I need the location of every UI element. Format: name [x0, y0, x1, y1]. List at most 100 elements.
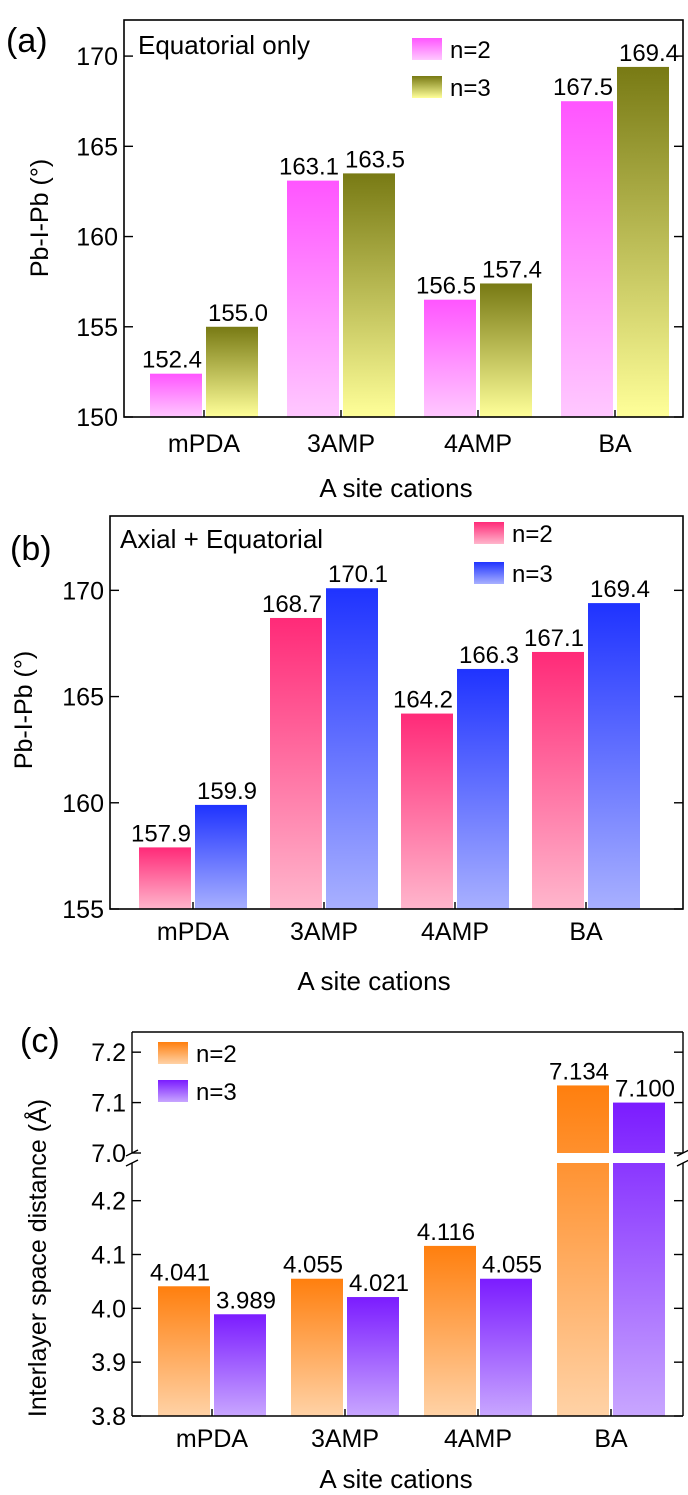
panel-c-bar-break-gap — [556, 1153, 610, 1163]
panel-b-bar-4amp-n2 — [401, 713, 453, 909]
panel-c-y-tick-label: 7.0 — [91, 1140, 126, 1168]
panel-c-x-tick-label: mPDA — [176, 1425, 249, 1453]
panel-a-legend-label-n3: n=3 — [450, 75, 491, 102]
panel-c-y-tick-label: 4.0 — [91, 1295, 126, 1323]
panel-b-y-tick-label: 160 — [62, 790, 104, 818]
panel-a-data-label: 169.4 — [619, 40, 679, 67]
panel-c-plot-frame — [125, 1031, 688, 1417]
panel-c-axis-break-mark — [125, 1159, 139, 1167]
panel-a-legend: n=2 n=3 — [412, 37, 491, 102]
panel-a-x-tick-label: 3AMP — [307, 430, 375, 458]
panel-b-x-tick-label: 4AMP — [421, 918, 489, 946]
panel-a-data-label: 163.1 — [279, 154, 339, 181]
panel-a-bar-ba-n2 — [561, 101, 613, 418]
panel-a-plot-frame — [123, 19, 684, 418]
panel-c-legend-label-n2: n=2 — [196, 1041, 237, 1068]
panel-b-data-label: 167.1 — [524, 625, 584, 652]
panel-b-data-label: 157.9 — [131, 820, 191, 847]
panel-c-y-tick-label: 3.9 — [91, 1349, 126, 1377]
panel-c-bar-4amp-n3 — [480, 1278, 532, 1416]
panel-b-y-tick-label: 165 — [62, 684, 104, 712]
panel-c-x-tick-label: BA — [594, 1425, 628, 1453]
panel-a-x-axis-title: A site cations — [319, 473, 472, 503]
panel-b-data-label: 164.2 — [393, 687, 453, 714]
panel-a-legend-label-n2: n=2 — [450, 37, 491, 64]
panel-a-bar-mpda-n3 — [206, 326, 258, 417]
panel-c-bar-3amp-n3 — [347, 1297, 399, 1416]
panel-c-data-label: 3.989 — [216, 1287, 276, 1314]
panel-c-y-axis: 3.8 3.9 4.0 4.1 4.2 7.0 7.1 7.2 — [91, 1039, 683, 1431]
panel-a-bar-mpda-n2 — [150, 373, 202, 417]
panel-a-bar-3amp-n2 — [287, 180, 339, 417]
panel-b-bar-ba-n3 — [588, 603, 640, 909]
panel-b-x-tick-label: 3AMP — [290, 918, 358, 946]
panel-b-bar-mpda-n3 — [195, 804, 247, 909]
panel-c-data-label: 4.041 — [150, 1259, 210, 1286]
panel-a-label: (a) — [6, 22, 48, 60]
panel-a-bar-4amp-n2 — [424, 299, 476, 417]
panel-b-y-tick-label: 170 — [62, 577, 104, 605]
panel-b-x-tick-label: BA — [569, 918, 603, 946]
panel-a-y-tick-label: 155 — [76, 314, 118, 342]
panel-b-x-axis: mPDA 3AMP 4AMP BA — [157, 902, 603, 946]
panel-c-legend-swatch-n3 — [158, 1080, 188, 1102]
panel-b-legend-swatch-n2 — [474, 522, 504, 544]
panel-a-data-label: 152.4 — [142, 347, 202, 374]
panel-a-data-label: 156.5 — [416, 273, 476, 300]
panel-c-x-tick-label: 3AMP — [311, 1425, 379, 1453]
panel-a-legend-swatch-n3 — [412, 76, 442, 98]
panel-a-data-label: 167.5 — [553, 74, 613, 101]
panel-c-bar-3amp-n2 — [291, 1278, 343, 1416]
panel-b-legend-label-n2: n=2 — [512, 521, 553, 548]
panel-b-legend: n=2 n=3 — [474, 521, 553, 588]
panel-b-bar-3amp-n2 — [270, 617, 322, 909]
panel-a-bar-3amp-n3 — [343, 173, 395, 417]
panel-a-x-tick-label: 4AMP — [444, 430, 512, 458]
panel-c-x-axis-title: A site cations — [319, 1464, 472, 1494]
panel-a-y-axis-title: Pb-I-Pb (°) — [26, 159, 54, 277]
panel-a-bar-ba-n3 — [617, 66, 669, 417]
panel-b-x-axis-title: A site cations — [297, 966, 450, 996]
panel-a-legend-swatch-n2 — [412, 38, 442, 60]
panel-c-x-axis: mPDA 3AMP 4AMP BA — [176, 1409, 628, 1453]
panel-c-y-tick-label: 4.2 — [91, 1188, 126, 1216]
panel-b-bar-3amp-n3 — [326, 588, 378, 909]
panel-c-data-label: 7.100 — [615, 1076, 675, 1103]
panel-a-y-tick-label: 160 — [76, 224, 118, 252]
panel-a-data-label: 157.4 — [482, 256, 542, 283]
panel-b-bar-4amp-n3 — [457, 668, 509, 909]
panel-a-annotation: Equatorial only — [138, 30, 310, 60]
panel-c-data-label: 4.055 — [283, 1252, 343, 1279]
panel-c-data-label: 7.134 — [549, 1058, 609, 1085]
panel-b-plot-frame — [109, 515, 684, 910]
panel-b-y-axis-title: Pb-I-Pb (°) — [10, 651, 38, 769]
panel-c-bar-ba-n3 — [613, 1102, 665, 1416]
panel-c-y-tick-label: 7.2 — [91, 1039, 126, 1067]
panel-c-data-label: 4.055 — [482, 1252, 542, 1279]
panel-b-data-label: 166.3 — [459, 642, 519, 669]
panel-a-x-tick-label: mPDA — [168, 430, 241, 458]
panel-a-y-tick-label: 150 — [76, 404, 118, 432]
panel-b-y-tick-label: 155 — [62, 896, 104, 924]
panel-c-bar-ba-n2 — [557, 1085, 609, 1416]
panel-c: (c) n=2 n=3 4.0413.9894.0554.0214.1164.0… — [20, 1022, 688, 1494]
panel-c-bar-mpda-n2 — [158, 1286, 210, 1416]
panel-b-data-label: 170.1 — [328, 561, 388, 588]
panel-a-bar-4amp-n3 — [480, 283, 532, 417]
panel-c-x-tick-label: 4AMP — [444, 1425, 512, 1453]
panel-c-bar-4amp-n2 — [424, 1245, 476, 1416]
panel-c-legend: n=2 n=3 — [158, 1041, 237, 1106]
panel-b-data-label: 159.9 — [197, 778, 257, 805]
panel-b-legend-swatch-n3 — [474, 562, 504, 584]
panel-b-label: (b) — [10, 530, 52, 568]
panel-a-x-axis: mPDA 3AMP 4AMP BA — [168, 410, 632, 458]
panel-b-data-label: 169.4 — [590, 576, 650, 603]
panel-a-x-tick-label: BA — [598, 430, 632, 458]
panel-b-y-axis: 155 160 165 170 — [62, 577, 683, 924]
panel-a-data-label: 155.0 — [208, 300, 268, 327]
panel-c-legend-swatch-n2 — [158, 1042, 188, 1064]
panel-b-annotation: Axial + Equatorial — [120, 524, 323, 554]
